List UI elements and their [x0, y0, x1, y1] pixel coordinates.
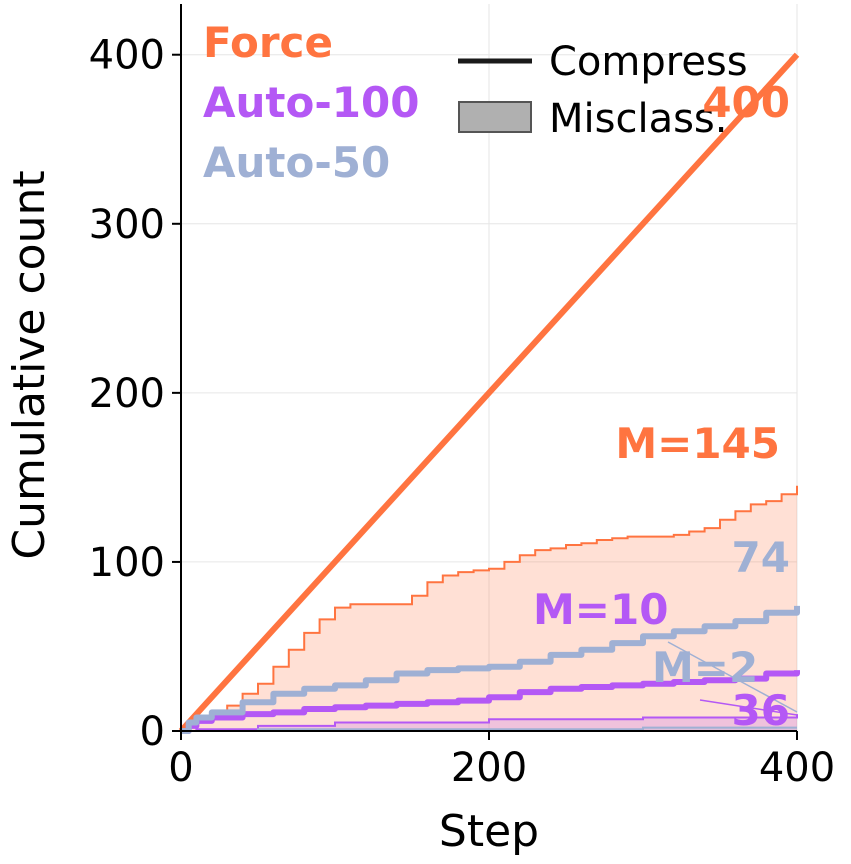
m2-connector: [667, 641, 798, 713]
annotation-m-2: M=2: [652, 643, 758, 692]
annotation-m-10: M=10: [533, 585, 668, 634]
y-tick-label: 400: [89, 33, 165, 79]
annotations: 400 M=145 74 M=10 M=236: [533, 78, 798, 735]
x-tick-label: 200: [451, 745, 527, 791]
legend-compress-label: Compress: [549, 39, 748, 85]
y-axis-title: Cumulative count: [4, 170, 55, 559]
misclass-edge-auto-100: [181, 714, 798, 732]
series-label-auto-50: Auto-50: [203, 138, 390, 187]
x-axis-title: Step: [439, 806, 539, 857]
y-tick-label: 100: [89, 540, 165, 586]
compress-line-force: [178, 52, 800, 734]
compress-line-auto-50: [181, 605, 800, 734]
misclass-edge-force: [181, 485, 798, 732]
tick-labels: 0 200 400 0 100 200 300 400: [89, 33, 836, 791]
y-tick-label: 300: [89, 202, 165, 248]
series-label-auto-100: Auto-100: [203, 78, 419, 127]
misclass-area-force: [181, 485, 797, 731]
y-tick-label: 200: [89, 371, 165, 417]
x-tick-label: 0: [168, 745, 193, 791]
y-tick-label: 0: [140, 709, 165, 755]
legend: Compress Misclass.: [458, 39, 748, 142]
series-lines: [178, 52, 800, 734]
compress-line-auto-100: [181, 670, 800, 734]
series-labels: Force Auto-100 Auto-50: [203, 18, 419, 187]
axes: [172, 4, 798, 740]
annotation-400: 400: [702, 78, 790, 127]
legend-misclass-swatch: [458, 101, 532, 133]
series-label-force: Force: [203, 18, 333, 67]
m10-connector: [699, 699, 798, 716]
annotation-m-145: M=145: [615, 419, 780, 468]
annotation-36: 36: [732, 686, 790, 735]
x-tick-label: 400: [759, 745, 835, 791]
annotation-74: 74: [732, 533, 790, 582]
legend-misclass-label: Misclass.: [549, 96, 727, 142]
